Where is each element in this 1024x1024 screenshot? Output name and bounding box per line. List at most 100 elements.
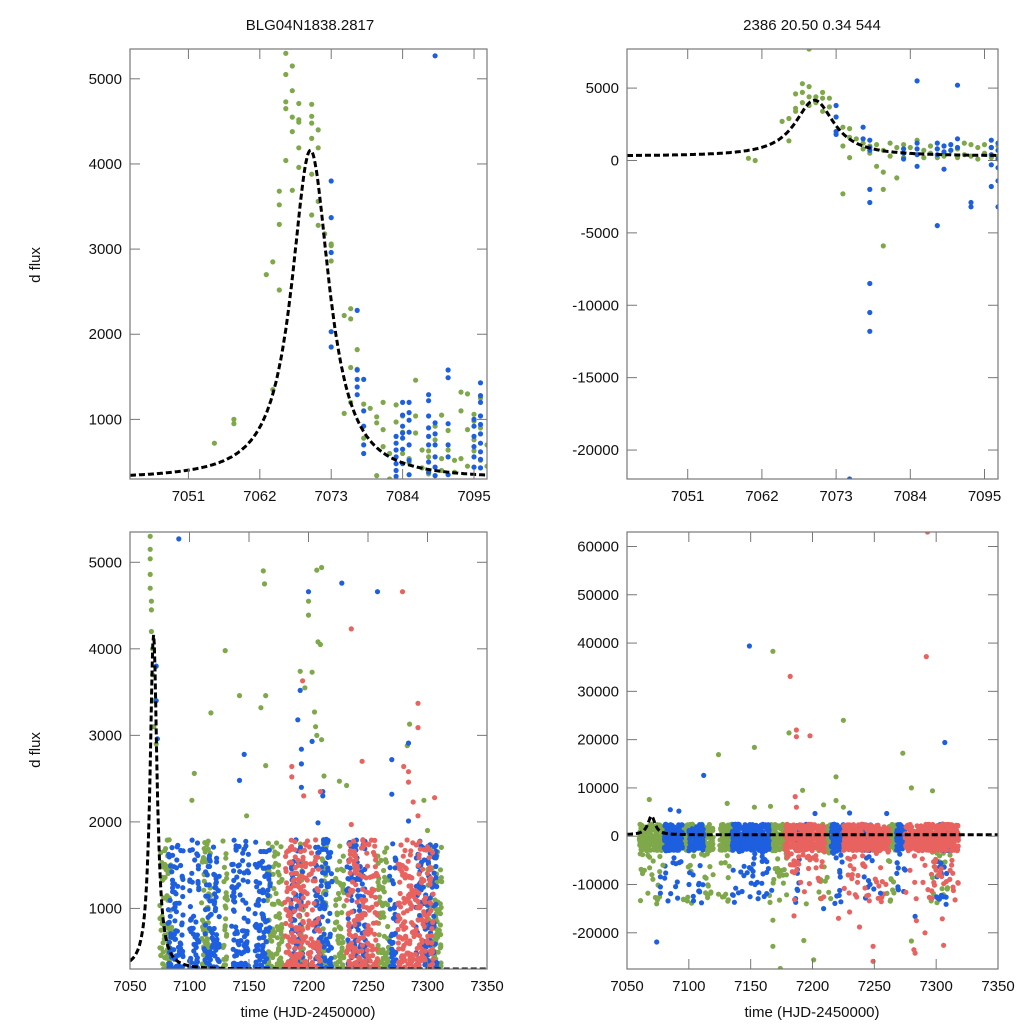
point-red [289, 843, 295, 850]
point-red [820, 823, 826, 830]
x-tick-label: 7095 [968, 488, 1001, 505]
point-red [403, 866, 409, 872]
point-green [270, 259, 276, 265]
point-green [880, 169, 886, 175]
point-green [278, 878, 284, 884]
y-tick-label: 2000 [89, 326, 122, 343]
point-green [944, 885, 951, 891]
point-green [840, 143, 846, 149]
point-blue [323, 936, 329, 942]
point-blue [751, 855, 757, 861]
point-blue [261, 898, 267, 904]
point-red [364, 863, 371, 869]
point-red [372, 873, 378, 879]
point-red [353, 882, 359, 888]
point-blue [393, 461, 399, 467]
point-red [852, 827, 858, 834]
point-red [873, 850, 880, 857]
point-blue [238, 960, 244, 966]
point-blue [686, 881, 692, 888]
point-blue [664, 841, 670, 847]
point-blue [232, 953, 238, 959]
point-blue [246, 862, 252, 868]
point-blue [995, 204, 998, 210]
point-green [189, 797, 195, 803]
point-green [745, 155, 752, 161]
point-blue [697, 889, 703, 895]
point-red [409, 955, 415, 962]
point-green [340, 853, 346, 859]
point-red [410, 799, 416, 805]
point-red [283, 906, 289, 912]
point-green [147, 556, 153, 562]
point-blue [432, 53, 438, 59]
point-green [296, 145, 302, 151]
point-green [220, 838, 226, 844]
point-red [363, 958, 369, 964]
point-red [868, 825, 875, 831]
point-green [778, 868, 784, 874]
point-red [422, 899, 428, 905]
point-green [894, 175, 900, 181]
point-red [410, 922, 416, 928]
point-green [382, 849, 388, 855]
point-green [799, 100, 806, 106]
point-blue [894, 860, 900, 866]
point-red [373, 857, 379, 863]
point-blue [355, 887, 361, 893]
point-blue [260, 934, 266, 941]
point-blue [321, 902, 327, 908]
point-blue [298, 761, 304, 767]
point-blue [253, 839, 259, 845]
point-green [147, 546, 153, 552]
point-blue [747, 842, 753, 848]
point-green [437, 922, 443, 928]
point-green [275, 926, 281, 933]
point-red [415, 917, 421, 923]
point-blue [894, 870, 900, 877]
point-red [860, 853, 866, 859]
point-green [339, 910, 345, 916]
point-green [786, 138, 792, 144]
point-blue [729, 828, 736, 834]
point-green [160, 966, 166, 969]
point-blue [671, 824, 677, 830]
point-blue [988, 162, 994, 168]
point-red [429, 926, 435, 932]
point-red [351, 918, 357, 924]
point-blue [700, 882, 706, 888]
point-red [305, 950, 311, 957]
point-green [380, 947, 386, 953]
point-green [436, 906, 442, 913]
point-green [424, 827, 431, 834]
point-blue [389, 962, 395, 968]
point-blue [166, 962, 172, 968]
point-red [301, 793, 307, 799]
point-red [855, 822, 862, 828]
point-red [288, 922, 294, 929]
point-blue [471, 454, 477, 460]
point-green [806, 84, 812, 90]
point-red [306, 918, 312, 924]
point-blue [236, 882, 242, 888]
x-tick-label: 7150 [232, 978, 265, 995]
point-red [796, 854, 802, 860]
point-red [304, 838, 311, 844]
point-red [317, 789, 323, 795]
point-green [890, 887, 896, 893]
point-blue [901, 156, 907, 162]
x-tick-label: 7073 [315, 488, 348, 505]
point-green [221, 956, 227, 963]
point-blue [317, 906, 323, 912]
point-red [299, 873, 305, 879]
point-blue [663, 821, 669, 828]
point-green [704, 851, 710, 857]
point-blue [432, 431, 438, 437]
point-green [820, 108, 826, 114]
point-red [296, 899, 302, 905]
point-blue [241, 751, 247, 758]
point-green [148, 598, 154, 604]
point-blue [694, 828, 700, 834]
point-red [428, 875, 434, 882]
point-red [402, 875, 408, 881]
